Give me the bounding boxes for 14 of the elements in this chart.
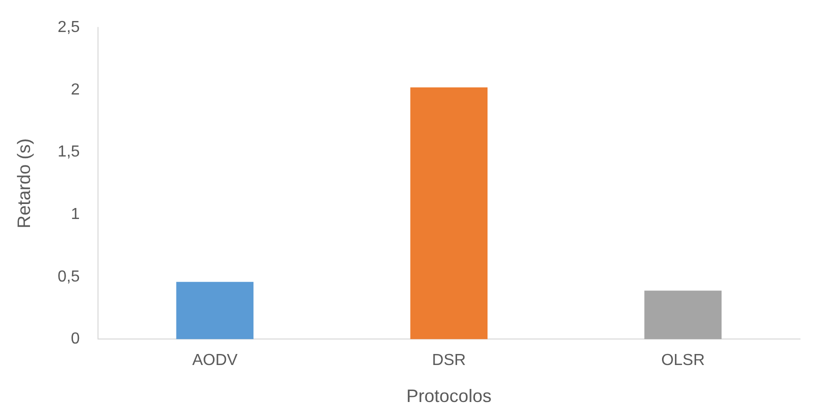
x-tick-label: DSR bbox=[432, 352, 466, 370]
bar bbox=[644, 290, 722, 340]
y-tick-label: 0,5 bbox=[58, 268, 80, 286]
bar bbox=[176, 282, 254, 340]
y-tick-label: 2,5 bbox=[58, 19, 80, 36]
x-tick-label: AODV bbox=[192, 352, 238, 370]
y-tick-label: 1,5 bbox=[58, 144, 80, 161]
y-tick-label: 2 bbox=[70, 81, 80, 98]
x-tick-label: OLSR bbox=[661, 352, 705, 370]
y-axis-title: Retardo (s) bbox=[14, 138, 34, 228]
y-tick-label: 0 bbox=[70, 330, 80, 348]
bar bbox=[410, 87, 488, 340]
y-tick-label: 1 bbox=[70, 206, 80, 223]
x-axis-title: Protocolos bbox=[406, 386, 492, 406]
